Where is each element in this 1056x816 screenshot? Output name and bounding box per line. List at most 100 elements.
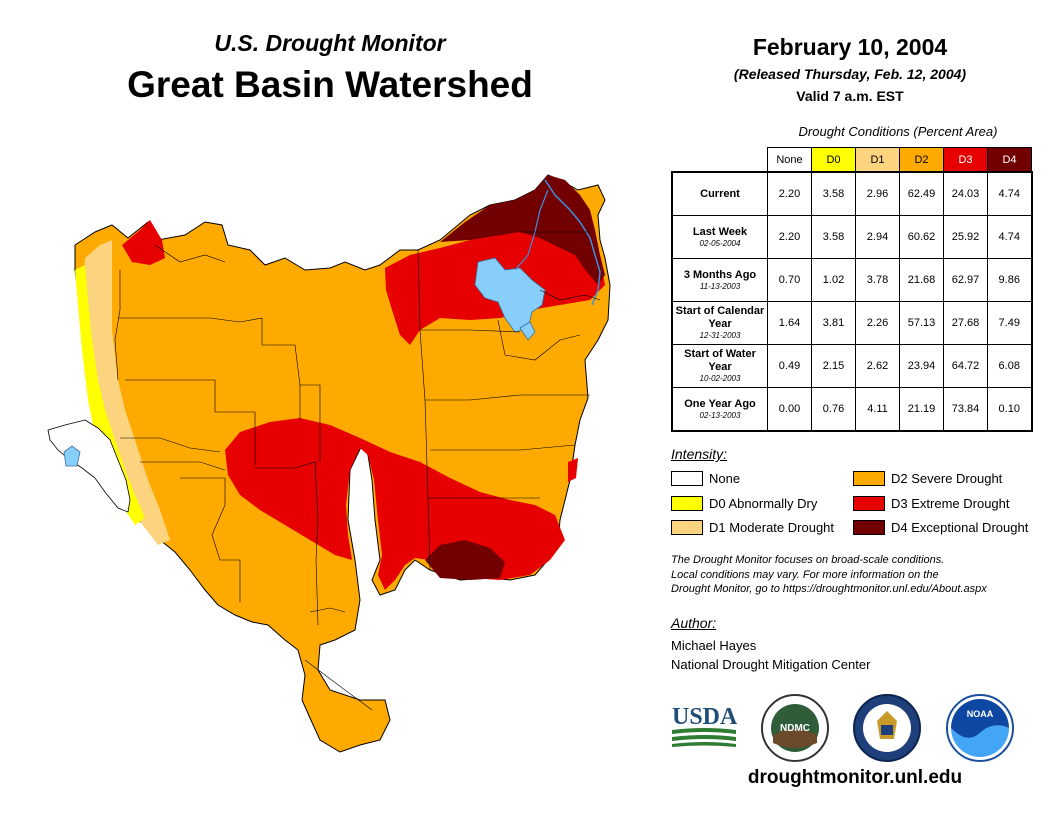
legend-label: D4 Exceptional Drought (891, 520, 1029, 535)
table-cell: 2.26 (855, 301, 900, 345)
table-cell: 9.86 (987, 258, 1032, 302)
drought-stats-table: None D0 D1 D2 D3 D4 Current 2.20 3.58 2.96 6… (671, 147, 1033, 432)
d1-area (82, 240, 170, 545)
legend-item-d3: D3 Extreme Drought (853, 496, 1010, 511)
table-row: Start of Calendar Year 12-31-2003 1.64 3.81… (671, 301, 1032, 345)
noaa-logo-text: NOAA (967, 709, 994, 719)
table-cell: 2.62 (855, 344, 900, 388)
usda-logo-text: USDA (672, 704, 738, 730)
row-date: 02-05-2004 (699, 238, 741, 248)
table-cell: 0.00 (767, 387, 812, 432)
release-date: (Released Thursday, Feb. 12, 2004) (733, 66, 967, 82)
table-cell: 21.68 (899, 258, 944, 302)
row-date: 11-13-2003 (699, 281, 741, 291)
legend-item-d1: D1 Moderate Drought (671, 520, 834, 535)
table-cell: 27.68 (943, 301, 988, 345)
row-label-text: Last Week (692, 225, 748, 238)
legend-item-d2: D2 Severe Drought (853, 471, 1002, 486)
usda-logo: USDA (672, 704, 738, 747)
table-row: Start of Water Year 10-02-2003 0.49 2.15 2.6… (671, 344, 1032, 388)
row-label-text: One Year Ago (684, 397, 756, 410)
table-cell: 0.49 (767, 344, 812, 388)
row-label: 3 Months Ago 11-13-2003 (671, 258, 768, 302)
author-org: National Drought Mitigation Center (671, 657, 871, 672)
legend-label: D1 Moderate Drought (709, 520, 835, 535)
disclaimer-note: The Drought Monitor focuses on broad-sca… (671, 553, 1041, 597)
table-cell: 3.81 (811, 301, 856, 345)
table-cell: 21.19 (899, 387, 944, 432)
drought-map (47, 174, 611, 753)
legend-label: None (709, 471, 741, 486)
row-label: One Year Ago 02-13-2003 (671, 387, 768, 432)
commerce-seal (853, 694, 921, 762)
noaa-logo: NOAA (946, 694, 1014, 762)
row-label: Last Week 02-05-2004 (671, 215, 768, 259)
county-boundaries (114, 231, 601, 711)
row-label: Start of Calendar Year 12-31-2003 (671, 301, 768, 345)
table-cell: 2.15 (811, 344, 856, 388)
author-label: Author: (671, 615, 717, 631)
table-cell: 0.76 (811, 387, 856, 432)
table-cell: 3.58 (811, 171, 856, 216)
col-none: None (767, 147, 812, 173)
col-d0: D0 (811, 147, 856, 173)
legend-label: D2 Severe Drought (891, 471, 1003, 486)
table-cell: 0.10 (987, 387, 1032, 432)
table-caption: Drought Conditions (Percent Area) (798, 124, 998, 139)
row-label-text: Current (700, 187, 740, 200)
col-d4: D4 (987, 147, 1032, 173)
table-row: One Year Ago 02-13-2003 0.00 0.76 4.11 21.19 7… (671, 387, 1032, 432)
d4-northeast-area (440, 175, 605, 285)
author-name: Michael Hayes (671, 638, 757, 653)
table-cell: 1.02 (811, 258, 856, 302)
table-cell: 25.92 (943, 215, 988, 259)
d3-northwest-area (122, 220, 165, 265)
row-date: 10-02-2003 (699, 374, 741, 383)
legend-item-d0: D0 Abnormally Dry (671, 496, 817, 511)
legend-swatch (671, 496, 703, 511)
col-d3: D3 (943, 147, 988, 173)
table-cell: 4.74 (987, 171, 1032, 216)
table-row: Current 2.20 3.58 2.96 62.49 24.03 4.74 (671, 171, 1032, 216)
row-label: Start of Water Year 10-02-2003 (671, 344, 768, 388)
table-cell: 2.20 (767, 171, 812, 216)
legend-swatch (671, 520, 703, 535)
table-cell: 7.49 (987, 301, 1032, 345)
map-date: February 10, 2004 (752, 34, 948, 60)
table-cell: 60.62 (899, 215, 944, 259)
table-cell: 23.94 (899, 344, 944, 388)
ndmc-seal: NDMC (761, 694, 829, 762)
table-cell: 57.13 (899, 301, 944, 345)
utah-lake (519, 321, 536, 341)
legend-item-d4: D4 Exceptional Drought (853, 520, 1028, 535)
table-cell: 6.08 (987, 344, 1032, 388)
table-cell: 64.72 (943, 344, 988, 388)
table-body: Current 2.20 3.58 2.96 62.49 24.03 4.74 Last We… (671, 171, 1032, 432)
table-corner (672, 148, 768, 173)
table-cell: 73.84 (943, 387, 988, 432)
legend-swatch (671, 471, 703, 486)
bear-river (544, 179, 601, 306)
valid-time: Valid 7 a.m. EST (796, 88, 904, 104)
col-d2: D2 (899, 147, 944, 173)
d4-south-area (425, 540, 505, 580)
legend-title: Intensity: (671, 446, 728, 462)
d3-east-sliver (568, 458, 578, 482)
table-cell: 24.03 (943, 171, 988, 216)
legend-label: D3 Extreme Drought (891, 496, 1010, 511)
row-label-text: Start of Water Year (684, 348, 756, 373)
legend-swatch (853, 496, 885, 511)
row-label-text: Start of Calendar Year (675, 305, 765, 330)
table-cell: 62.49 (899, 171, 944, 216)
table-cell: 0.70 (767, 258, 812, 302)
website-url[interactable]: droughtmonitor.unl.edu (747, 767, 963, 788)
table-cell: 4.74 (987, 215, 1032, 259)
table-cell: 2.20 (767, 215, 812, 259)
legend-item-none: None (671, 471, 740, 486)
table-header-row: None D0 D1 D2 D3 D4 (672, 147, 1032, 173)
note-line: Local conditions may vary. For more info… (671, 568, 939, 581)
great-salt-lake (474, 257, 546, 333)
row-date: 02-13-2003 (699, 410, 741, 420)
map-subtitle: U.S. Drought Monitor (214, 30, 446, 56)
table-cell: 2.96 (855, 171, 900, 216)
